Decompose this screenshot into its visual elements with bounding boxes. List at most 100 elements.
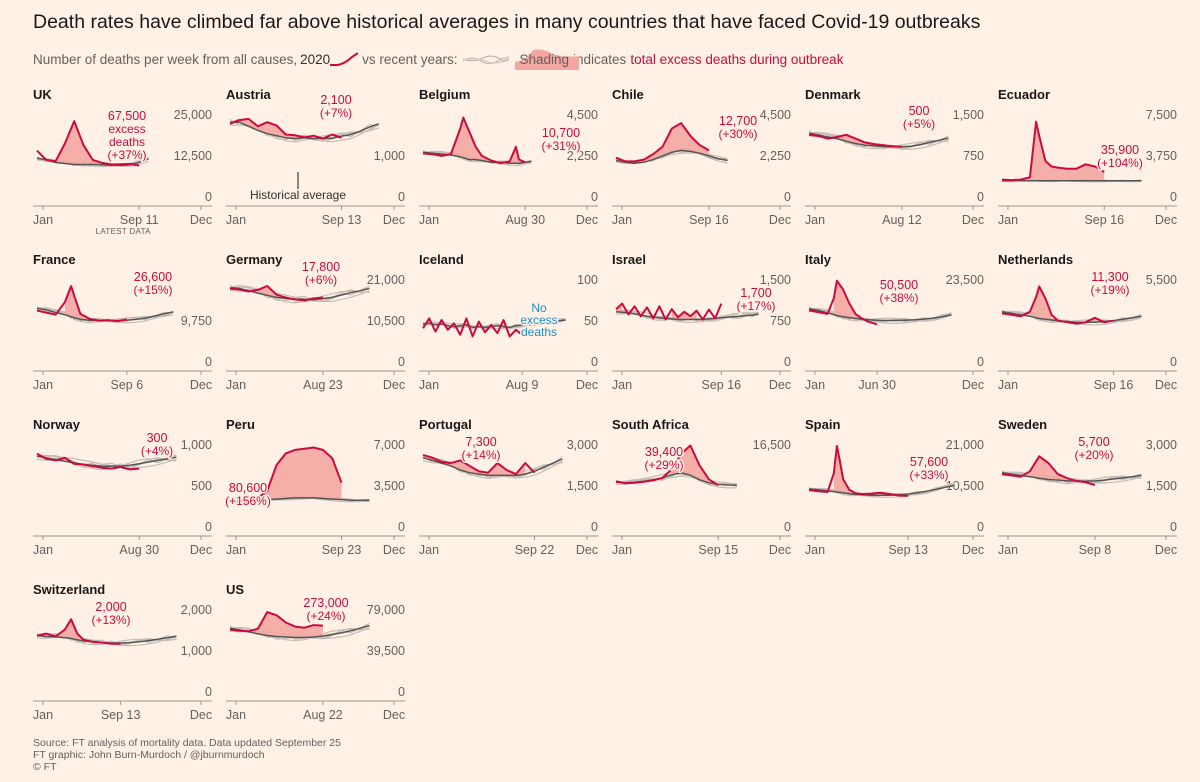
country-name: France — [33, 252, 76, 267]
y-tick-label: 23,500 — [946, 273, 984, 287]
excess-shading — [55, 121, 130, 166]
historical-average-line — [229, 624, 370, 639]
panel-france: France 9,750 0 Jan Sep 6 Dec 26,600 (+15%) — [33, 249, 226, 399]
x-tick-label: Jan — [998, 543, 1018, 557]
y-tick-label: 7,500 — [1146, 108, 1177, 122]
legend-prefix: Number of deaths per week from all cause… — [33, 51, 298, 67]
y-tick-label: 0 — [591, 190, 598, 204]
excess-value: 35,900 — [1101, 143, 1139, 157]
line-2020 — [36, 120, 140, 167]
y-tick-label: 0 — [205, 520, 212, 534]
panel-austria: Austria 1,000 0 Jan Sep 13 Dec 2,100 (+7%) Histo… — [226, 84, 419, 234]
y-tick-label: 4,500 — [760, 108, 791, 122]
y-tick-label: 0 — [1170, 190, 1177, 204]
panel-belgium: Belgium 4,500 2,250 0 Jan Aug 30 Dec 10,700 (+31… — [419, 84, 612, 234]
x-tick-label: Jan — [805, 213, 825, 227]
footer-graphic: FT graphic: John Burn-Murdoch / @jburnmu… — [33, 749, 265, 761]
x-tick-label: Sep 16 — [702, 378, 742, 392]
panel-chart: Austria 1,000 0 Jan Sep 13 Dec 2,100(+7%) Histo… — [226, 87, 405, 227]
x-tick-label: Dec — [769, 213, 791, 227]
y-tick-label: 0 — [977, 520, 984, 534]
historical-average-line — [615, 149, 728, 164]
excess-percent: (+13%) — [91, 613, 130, 627]
y-tick-label: 3,500 — [374, 479, 405, 493]
x-tick-label: Dec — [190, 708, 212, 722]
y-tick-label: 21,000 — [367, 273, 405, 287]
x-tick-label: Aug 30 — [505, 213, 545, 227]
y-tick-label: 1,500 — [567, 479, 598, 493]
excess-value: 57,600 — [910, 455, 948, 469]
x-tick-label: Jan — [226, 378, 246, 392]
excess-value: 17,800 — [302, 260, 340, 274]
excess-shading — [423, 454, 526, 476]
panel-switzerland: Switzerland 2,000 1,000 0 Jan Sep 13 Dec 2,000(… — [33, 579, 226, 729]
x-tick-label: Jan — [805, 543, 825, 557]
y-tick-label: 0 — [398, 190, 405, 204]
historical-year-line — [808, 306, 952, 323]
y-tick-label: 500 — [191, 479, 212, 493]
panel-chart: UK 25,000 12,500 0 Jan Sep 11 Dec LATEST DATA 67… — [33, 87, 212, 236]
country-name: Belgium — [419, 87, 470, 102]
panel-sweden: Sweden 3,000 1,500 0 Jan Sep 8 Dec 5,700 (+20%) — [998, 414, 1191, 564]
panel-israel: Israel 1,500 750 0 Jan Sep 16 Dec 1,700 (+17%) — [612, 249, 805, 399]
x-tick-label: Jan — [419, 543, 439, 557]
y-tick-label: 79,000 — [367, 603, 405, 617]
line-2020 — [615, 122, 710, 163]
country-name: Sweden — [998, 417, 1047, 432]
y-tick-label: 0 — [977, 355, 984, 369]
excess-value: 2,000 — [95, 600, 126, 614]
x-tick-label: Dec — [962, 378, 984, 392]
y-tick-label: 0 — [398, 520, 405, 534]
no-excess-note: deaths — [521, 325, 557, 339]
line-2020 — [808, 445, 909, 497]
x-tick-label: Sep 8 — [1079, 543, 1112, 557]
excess-value: 10,700 — [542, 126, 580, 140]
panel-spain: Spain 21,000 10,500 0 Jan Sep 13 Dec 57,600 (+33… — [805, 414, 998, 564]
historical-average-line — [36, 455, 177, 467]
legend-recent-years-swatch — [463, 55, 510, 65]
panel-chart: Denmark 1,500 750 0 Jan Aug 12 Dec 500(+5%) — [805, 87, 984, 227]
y-tick-label: 750 — [770, 314, 791, 328]
y-tick-label: 12,500 — [174, 149, 212, 163]
panel-chart: Germany 21,000 10,500 0 Jan Aug 23 Dec 17,800(+… — [226, 252, 405, 392]
x-tick-label: Sep 15 — [698, 543, 738, 557]
historical-year-line — [229, 288, 370, 303]
historical-year-line — [36, 457, 177, 469]
legend-versus: vs recent years: — [362, 51, 458, 67]
footer-source: Source: FT analysis of mortality data. D… — [33, 737, 341, 749]
x-tick-label: Dec — [769, 378, 791, 392]
excess-percent: (+7%) — [320, 106, 352, 120]
x-tick-label: Aug 22 — [303, 708, 343, 722]
y-tick-label: 1,000 — [374, 149, 405, 163]
excess-shading — [248, 612, 323, 638]
x-tick-label: Sep 13 — [101, 708, 141, 722]
y-tick-label: 0 — [784, 190, 791, 204]
historical-year-line — [36, 456, 177, 469]
panel-chart: Sweden 3,000 1,500 0 Jan Sep 8 Dec 5,700(+20%) — [998, 417, 1177, 557]
excess-shading — [836, 134, 893, 147]
historical-average-label: Historical average — [250, 188, 346, 202]
line-2020 — [36, 285, 127, 323]
y-tick-label: 0 — [205, 685, 212, 699]
y-tick-label: 25,000 — [174, 108, 212, 122]
x-tick-label: Jan — [419, 378, 439, 392]
x-tick-label: Dec — [1155, 543, 1177, 557]
excess-percent: (+104%) — [1097, 156, 1143, 170]
x-tick-label: Jan — [33, 213, 53, 227]
y-tick-label: 2,000 — [181, 603, 212, 617]
line-2020 — [422, 453, 536, 476]
x-tick-label: Sep 13 — [888, 543, 928, 557]
x-tick-label: Sep 16 — [689, 213, 729, 227]
panel-norway: Norway 1,000 500 0 Jan Aug 30 Dec 300 (+4%) — [33, 414, 226, 564]
panel-italy: Italy 23,500 0 Jan Jun 30 Dec 50,500 (+38%) — [805, 249, 998, 399]
x-tick-label: Dec — [383, 378, 405, 392]
historical-year-line — [615, 310, 759, 324]
excess-value: 39,400 — [645, 445, 683, 459]
excess-percent: (+4%) — [141, 444, 173, 458]
country-name: Netherlands — [998, 252, 1073, 267]
panel-chart: Peru 7,000 3,500 0 Jan Sep 23 Dec 80,600(+156%) — [224, 417, 405, 557]
x-tick-label: Sep 23 — [322, 543, 362, 557]
panel-chart: Italy 23,500 0 Jan Jun 30 Dec 50,500(+38%) — [805, 252, 984, 392]
excess-value: 5,700 — [1078, 435, 1109, 449]
